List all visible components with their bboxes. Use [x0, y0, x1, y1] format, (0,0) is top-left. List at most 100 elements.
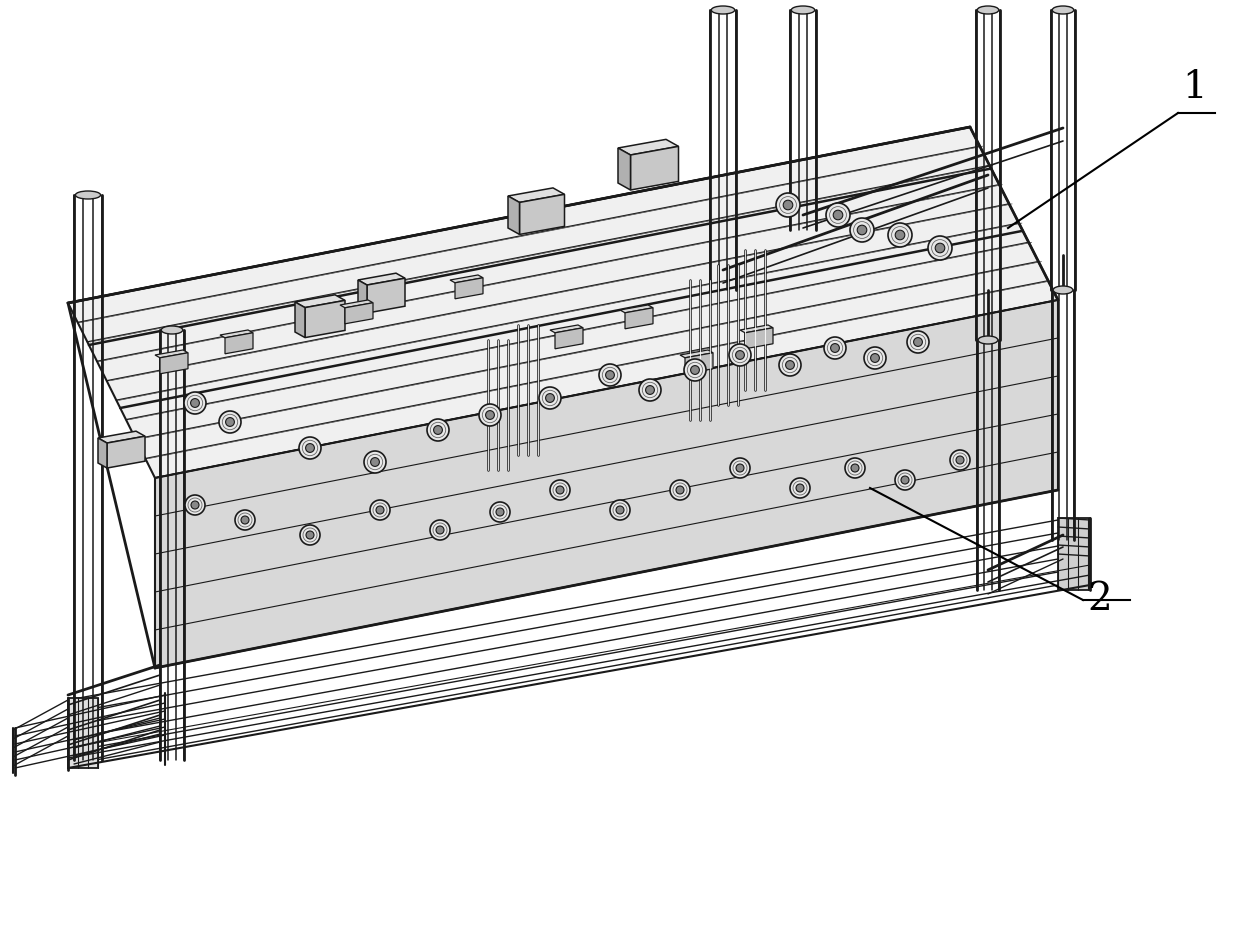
Ellipse shape: [977, 6, 998, 14]
Polygon shape: [107, 436, 145, 468]
Circle shape: [556, 486, 564, 494]
Circle shape: [496, 508, 503, 516]
Circle shape: [956, 456, 963, 464]
Polygon shape: [551, 325, 583, 333]
Circle shape: [219, 411, 241, 433]
Circle shape: [796, 484, 804, 492]
Polygon shape: [508, 188, 564, 203]
Circle shape: [486, 411, 495, 419]
Ellipse shape: [1053, 6, 1074, 14]
Circle shape: [616, 506, 624, 514]
Polygon shape: [160, 353, 188, 374]
Ellipse shape: [161, 326, 182, 334]
Circle shape: [826, 203, 849, 227]
Circle shape: [729, 344, 751, 366]
Ellipse shape: [76, 191, 100, 199]
Circle shape: [434, 426, 443, 434]
Polygon shape: [740, 325, 773, 333]
Circle shape: [371, 458, 379, 466]
Polygon shape: [155, 350, 188, 358]
Circle shape: [299, 437, 321, 459]
Polygon shape: [455, 277, 484, 299]
Circle shape: [539, 387, 560, 409]
Circle shape: [831, 344, 839, 352]
Circle shape: [427, 419, 449, 441]
Circle shape: [735, 350, 744, 360]
Circle shape: [370, 500, 391, 520]
Ellipse shape: [712, 6, 734, 14]
Circle shape: [691, 365, 699, 375]
Circle shape: [895, 230, 905, 240]
Polygon shape: [219, 330, 253, 338]
Polygon shape: [367, 278, 405, 313]
Polygon shape: [508, 196, 520, 234]
Polygon shape: [305, 301, 345, 337]
Circle shape: [305, 444, 315, 452]
Circle shape: [241, 516, 249, 524]
Circle shape: [935, 243, 945, 253]
Polygon shape: [745, 328, 773, 348]
Circle shape: [950, 450, 970, 470]
Circle shape: [605, 371, 614, 379]
Polygon shape: [68, 127, 1058, 478]
Circle shape: [376, 506, 384, 514]
Polygon shape: [155, 300, 1058, 668]
Polygon shape: [1058, 518, 1090, 590]
Polygon shape: [295, 295, 345, 307]
Circle shape: [365, 451, 386, 473]
Polygon shape: [358, 280, 367, 313]
Circle shape: [430, 520, 450, 540]
Circle shape: [490, 502, 510, 522]
Circle shape: [306, 531, 314, 539]
Circle shape: [546, 393, 554, 403]
Polygon shape: [345, 303, 373, 324]
Circle shape: [610, 500, 630, 520]
Circle shape: [436, 526, 444, 534]
Ellipse shape: [978, 336, 998, 344]
Circle shape: [684, 359, 706, 381]
Ellipse shape: [791, 6, 815, 14]
Polygon shape: [98, 432, 145, 443]
Circle shape: [185, 495, 205, 515]
Circle shape: [786, 361, 795, 370]
Circle shape: [825, 337, 846, 359]
Circle shape: [844, 458, 866, 478]
Polygon shape: [625, 308, 653, 329]
Polygon shape: [224, 333, 253, 354]
Polygon shape: [618, 148, 630, 190]
Circle shape: [849, 218, 874, 242]
Circle shape: [784, 200, 792, 210]
Circle shape: [551, 480, 570, 500]
Polygon shape: [680, 350, 713, 358]
Polygon shape: [98, 438, 107, 468]
Circle shape: [864, 347, 887, 369]
Circle shape: [737, 464, 744, 472]
Circle shape: [599, 364, 621, 386]
Circle shape: [776, 193, 800, 217]
Polygon shape: [450, 275, 484, 283]
Circle shape: [639, 379, 661, 401]
Polygon shape: [618, 139, 678, 155]
Circle shape: [914, 337, 923, 347]
Circle shape: [906, 331, 929, 353]
Circle shape: [226, 417, 234, 427]
Polygon shape: [620, 305, 653, 313]
Circle shape: [191, 501, 198, 509]
Circle shape: [479, 404, 501, 426]
Ellipse shape: [1053, 286, 1073, 294]
Polygon shape: [358, 273, 405, 285]
Circle shape: [895, 470, 915, 490]
Circle shape: [833, 210, 843, 219]
Polygon shape: [68, 698, 98, 768]
Circle shape: [300, 525, 320, 545]
Circle shape: [888, 223, 911, 247]
Polygon shape: [340, 300, 373, 308]
Circle shape: [901, 476, 909, 484]
Circle shape: [851, 464, 859, 472]
Circle shape: [870, 354, 879, 362]
Circle shape: [236, 510, 255, 530]
Circle shape: [670, 480, 689, 500]
Circle shape: [779, 354, 801, 376]
Polygon shape: [684, 353, 713, 374]
Polygon shape: [556, 328, 583, 348]
